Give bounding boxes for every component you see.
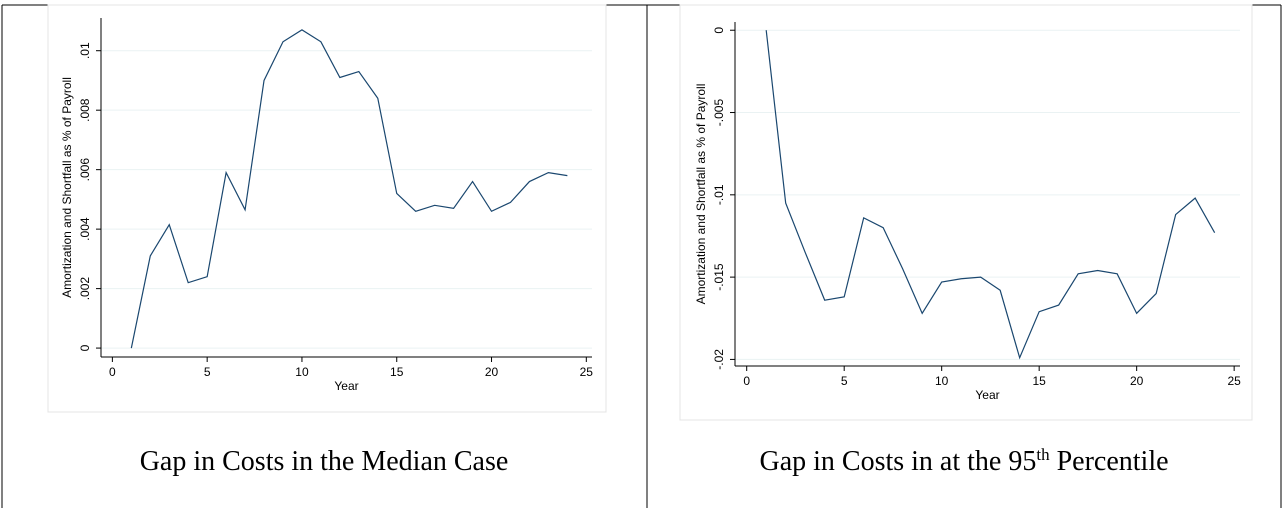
y-axis-title: Amortization and Shortfall as % of Payro… [60, 77, 74, 298]
data-line [765, 30, 1216, 360]
x-tick-label: 25 [580, 365, 594, 379]
caption-superscript: th [1036, 445, 1050, 464]
y-axis-title: Amortization and Shortfall as % of Payro… [694, 84, 708, 305]
y-tick-label: -.01 [712, 184, 726, 205]
x-tick-label: 15 [390, 365, 404, 379]
x-tick-label: 10 [295, 365, 309, 379]
y-tick-label: -.005 [712, 99, 726, 127]
chart: 0 .002 .004 .006 .008 .01 0 5 10 15 20 25 Year Amorti… [60, 18, 593, 393]
chart: -.02 -.015 -.01 -.005 0 0 5 10 15 20 25 Year Amortiz… [694, 22, 1241, 402]
caption-text: Percentile [1050, 446, 1169, 477]
caption-text: Gap in Costs in the Median Case [140, 446, 509, 477]
x-tick-label: 20 [485, 365, 499, 379]
x-tick-label: 15 [1032, 374, 1046, 388]
x-tick-label: 5 [204, 365, 211, 379]
y-tick-label: -.02 [712, 349, 726, 370]
y-tick-label: .002 [78, 277, 92, 301]
y-tick-label: 0 [78, 344, 92, 351]
caption: Gap in Costs in the Median Case [140, 446, 509, 477]
x-tick-label: 10 [935, 374, 949, 388]
y-tick-label: .008 [78, 98, 92, 122]
x-tick-label: 0 [743, 374, 750, 388]
chart-frame [47, 4, 607, 413]
x-tick-label: 5 [841, 374, 848, 388]
caption: Gap in Costs in at the 95th Percentile [759, 445, 1168, 477]
x-axis-title: Year [334, 379, 358, 393]
y-tick-label: .01 [78, 42, 92, 59]
x-tick-label: 0 [109, 365, 116, 379]
y-tick-label: 0 [712, 27, 726, 34]
chart-frame [679, 4, 1253, 421]
y-tick-label: .006 [78, 158, 92, 182]
data-line [130, 29, 568, 349]
y-tick-label: .004 [78, 217, 92, 241]
caption-text: Gap in Costs in at the 95 [759, 446, 1036, 477]
y-tick-label: -.015 [712, 263, 726, 291]
x-tick-label: 20 [1130, 374, 1144, 388]
x-axis-title: Year [975, 388, 999, 402]
x-tick-label: 25 [1227, 374, 1241, 388]
